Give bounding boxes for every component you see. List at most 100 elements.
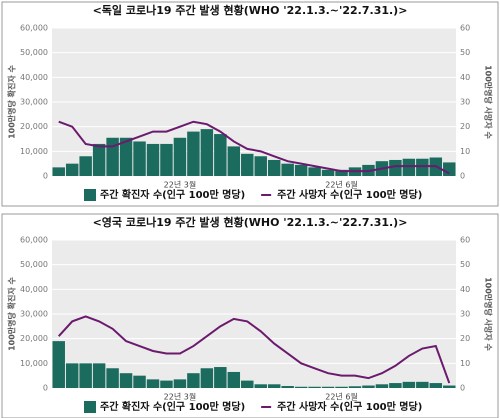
y2-tick-label: 50: [460, 48, 470, 57]
bar: [335, 169, 348, 176]
y2-tick-label: 60: [460, 236, 470, 245]
bar: [254, 156, 267, 176]
bar: [321, 386, 335, 388]
legend-label: 주간 확진자 수(인구 100만 명당): [100, 188, 245, 201]
chart-title: <영국 코로나19 주간 발생 현황(WHO '22.1.3.~'22.7.31…: [93, 215, 408, 229]
bar: [119, 137, 133, 176]
y-tick-label: 10,000: [20, 359, 48, 368]
legend-label: 주간 사망자 수(인구 100만 명당): [277, 400, 422, 413]
bar: [227, 146, 241, 176]
bar: [146, 379, 160, 388]
bar: [65, 163, 79, 176]
y-axis-label: 100만명당 확진자 수: [7, 276, 17, 350]
y2-tick-label: 10: [460, 147, 470, 156]
bar: [65, 363, 79, 388]
bar: [133, 141, 146, 176]
y2-tick-label: 40: [460, 285, 470, 294]
y2-tick-label: 50: [460, 260, 470, 269]
bar: [267, 159, 281, 176]
bar: [106, 368, 119, 388]
legend-label: 주간 사망자 수(인구 100만 명당): [277, 188, 422, 201]
bar: [92, 363, 106, 388]
y2-tick-label: 20: [460, 122, 470, 131]
y2-axis-label: 100만명당 사망자 수: [484, 65, 494, 139]
x-tick-label: 22년 6월: [325, 392, 358, 402]
bar: [443, 385, 456, 388]
y-tick-label: 60,000: [20, 236, 48, 245]
y2-tick-label: 60: [460, 24, 470, 33]
bar: [79, 156, 92, 176]
bar: [173, 379, 187, 388]
y-tick-label: 60,000: [20, 24, 48, 33]
y-tick-label: 40,000: [20, 285, 48, 294]
bar: [241, 153, 254, 176]
y-tick-label: 20,000: [20, 334, 48, 343]
bar: [214, 134, 227, 176]
y2-tick-label: 0: [460, 384, 465, 393]
line: [58, 120, 450, 175]
y-tick-label: 30,000: [20, 310, 48, 319]
bar: [321, 169, 335, 176]
y-tick-label: 10,000: [20, 147, 48, 156]
bar: [187, 373, 200, 388]
bar: [281, 163, 294, 176]
y-tick-label: 50,000: [20, 48, 48, 57]
bar: [443, 162, 456, 176]
bar: [281, 386, 294, 388]
y-tick-label: 20,000: [20, 122, 48, 131]
legend-swatch: [84, 189, 96, 201]
y2-tick-label: 10: [460, 359, 470, 368]
x-tick-label: 22년 3월: [164, 392, 197, 402]
chart-title: <독일 코로나19 주간 발생 현황(WHO '22.1.3.~'22.7.31…: [93, 3, 408, 17]
y2-tick-label: 0: [460, 172, 465, 181]
bar: [200, 129, 214, 176]
bar: [173, 137, 187, 176]
bar: [348, 386, 362, 388]
bar: [119, 373, 133, 388]
line: [57, 315, 451, 384]
bar: [160, 380, 173, 388]
bar: [241, 380, 254, 388]
panel-border: [1, 1, 499, 207]
y2-tick-label: 30: [460, 98, 470, 107]
bar: [106, 137, 119, 176]
y2-axis-label: 100만명당 사망자 수: [484, 277, 494, 351]
bar: [389, 383, 402, 388]
legend-label: 주간 확진자 수(인구 100만 명당): [100, 400, 245, 413]
bar: [402, 158, 416, 176]
y-tick-label: 0: [43, 384, 48, 393]
bar: [214, 367, 227, 388]
x-tick-label: 22년 3월: [164, 180, 197, 190]
bar: [416, 381, 429, 388]
bar: [79, 363, 92, 388]
bar: [160, 143, 173, 176]
y2-tick-label: 30: [460, 310, 470, 319]
panel-border: [1, 213, 499, 418]
bar: [133, 375, 146, 388]
bar: [308, 386, 321, 388]
bar: [187, 131, 200, 176]
bar: [146, 143, 160, 176]
bar: [227, 371, 241, 388]
y-tick-label: 40,000: [20, 73, 48, 82]
bar: [52, 167, 65, 176]
y-axis-label: 100만명당 확진자 수: [7, 64, 17, 138]
bar: [335, 386, 348, 388]
x-tick-label: 22년 6월: [325, 180, 358, 190]
bar: [362, 385, 375, 388]
bar: [375, 384, 389, 388]
bar: [52, 341, 65, 388]
legend-swatch: [84, 401, 96, 413]
bar: [254, 384, 267, 388]
bar: [294, 164, 308, 176]
y-tick-label: 0: [43, 172, 48, 181]
bar: [200, 368, 214, 388]
bar: [92, 143, 106, 176]
y-tick-label: 30,000: [20, 98, 48, 107]
bar: [267, 384, 281, 388]
y2-tick-label: 40: [460, 73, 470, 82]
y2-tick-label: 20: [460, 334, 470, 343]
bar: [402, 381, 416, 388]
bar: [389, 159, 402, 176]
